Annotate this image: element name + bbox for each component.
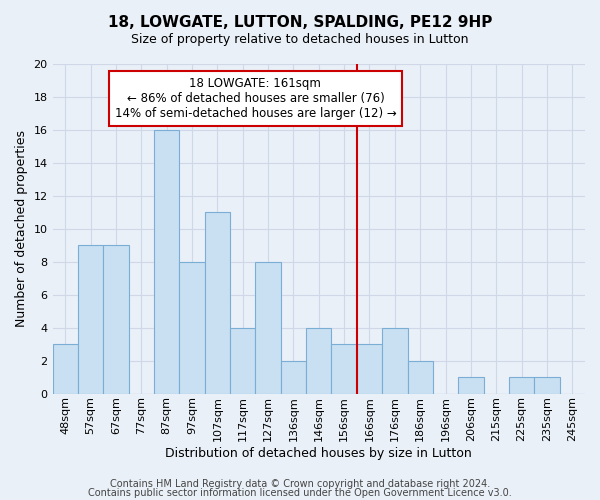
Bar <box>78 246 103 394</box>
X-axis label: Distribution of detached houses by size in Lutton: Distribution of detached houses by size … <box>166 447 472 460</box>
Bar <box>382 328 407 394</box>
Bar <box>281 360 306 394</box>
Bar <box>306 328 331 394</box>
Bar <box>331 344 357 394</box>
Text: Size of property relative to detached houses in Lutton: Size of property relative to detached ho… <box>131 32 469 46</box>
Bar <box>230 328 256 394</box>
Text: Contains HM Land Registry data © Crown copyright and database right 2024.: Contains HM Land Registry data © Crown c… <box>110 479 490 489</box>
Bar <box>256 262 281 394</box>
Bar <box>53 344 78 394</box>
Y-axis label: Number of detached properties: Number of detached properties <box>15 130 28 328</box>
Bar <box>154 130 179 394</box>
Bar <box>534 377 560 394</box>
Bar <box>509 377 534 394</box>
Bar <box>179 262 205 394</box>
Bar <box>407 360 433 394</box>
Text: 18, LOWGATE, LUTTON, SPALDING, PE12 9HP: 18, LOWGATE, LUTTON, SPALDING, PE12 9HP <box>108 15 492 30</box>
Bar <box>205 212 230 394</box>
Text: 18 LOWGATE: 161sqm
← 86% of detached houses are smaller (76)
14% of semi-detache: 18 LOWGATE: 161sqm ← 86% of detached hou… <box>115 77 396 120</box>
Bar <box>103 246 128 394</box>
Text: Contains public sector information licensed under the Open Government Licence v3: Contains public sector information licen… <box>88 488 512 498</box>
Bar <box>357 344 382 394</box>
Bar <box>458 377 484 394</box>
